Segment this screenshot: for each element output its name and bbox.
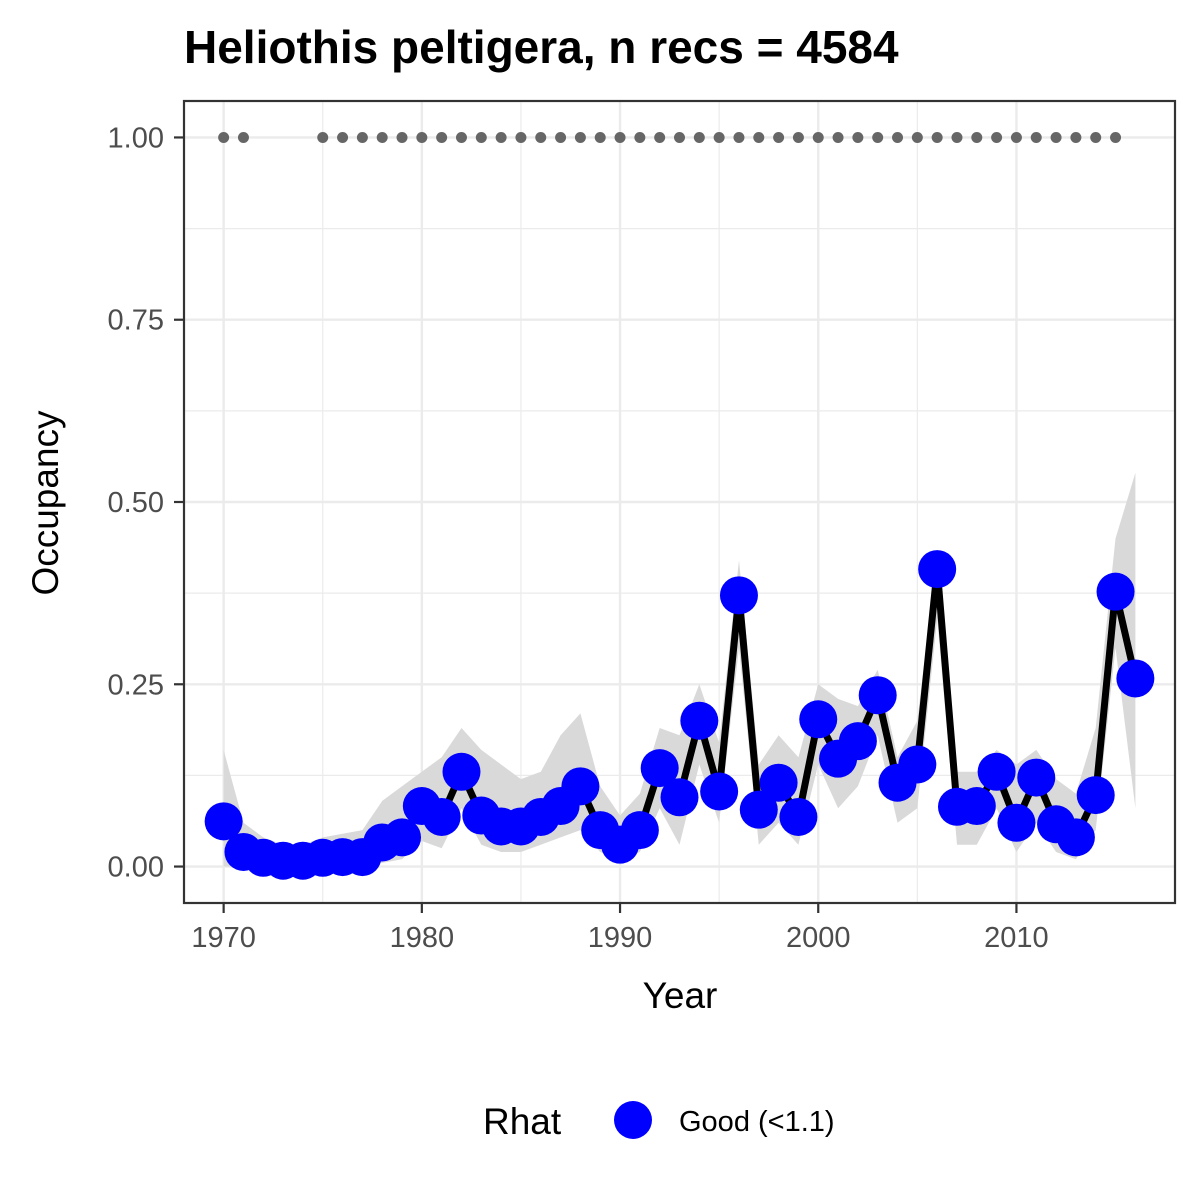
record-dot [1010,131,1022,143]
record-dot [237,131,249,143]
record-dot [574,131,586,143]
data-point [640,749,679,788]
y-tick-label: 0.50 [108,487,164,519]
record-dot [1070,131,1082,143]
record-dot [852,131,864,143]
x-tick-label: 1990 [588,922,653,954]
data-point [997,803,1036,842]
x-tick-label: 2000 [786,922,851,954]
record-dot [792,131,804,143]
record-dot [337,131,349,143]
major-gridlines [184,101,1175,903]
record-dot [674,131,685,143]
data-point [383,818,422,857]
x-axis: 1970 1980 1990 2000 2010 [191,903,1049,954]
data-point [719,576,758,615]
data-point [1017,758,1056,797]
record-dot [535,131,547,143]
record-dot [356,131,368,143]
legend-key-good [614,1101,652,1139]
y-tick-label: 0.25 [108,669,164,701]
x-tick-label: 1980 [390,922,455,954]
record-dot [931,131,943,143]
record-dot [416,131,428,143]
record-dot [1030,131,1042,143]
legend: Rhat Good (<1.1) [483,1101,835,1142]
y-tick-label: 1.00 [108,122,164,154]
record-dot [436,131,448,143]
record-dot [693,131,705,143]
record-dot [892,131,904,143]
x-tick-label: 2010 [984,922,1049,954]
data-point [918,550,957,589]
record-dot [832,131,844,143]
data-point [1076,776,1115,815]
data-point [680,701,719,740]
data-point [1116,659,1155,698]
record-dot [951,131,963,143]
y-tick-label: 0.00 [108,852,164,884]
data-point [1056,818,1095,857]
record-dot [515,131,527,143]
x-axis-title: Year [643,975,718,1016]
data-point [204,802,243,841]
record-dot [634,131,646,143]
data-point [759,763,798,802]
record-dot [911,131,923,143]
record-dot [614,131,626,143]
record-dot [1110,131,1122,143]
record-dot [1090,131,1102,143]
record-dot [594,131,606,143]
record-dot [218,131,230,143]
record-dot [475,131,487,143]
data-point [799,700,838,739]
data-point [957,787,996,826]
record-dot [773,131,785,143]
data-point [838,722,877,761]
data-point [898,745,937,784]
record-dot [317,131,329,143]
record-dot [495,131,507,143]
data-point [1096,572,1135,611]
data-point [779,797,818,836]
data-point [858,676,897,715]
y-axis-title: Occupancy [25,410,66,596]
data-point [660,778,699,817]
legend-label-good: Good (<1.1) [679,1106,835,1138]
data-point [620,811,659,850]
data-point [442,752,481,791]
legend-title: Rhat [483,1101,562,1142]
data-point [739,790,778,829]
data-point [700,772,739,811]
y-tick-label: 0.75 [108,305,164,337]
record-dot [753,131,765,143]
record-year-dots [218,131,1122,143]
x-tick-label: 1970 [191,922,256,954]
data-point [422,797,461,836]
chart-title: Heliothis peltigera, n recs = 4584 [184,21,899,73]
record-dot [713,131,725,143]
data-point [561,767,600,806]
record-dot [812,131,824,143]
record-dot [991,131,1003,143]
occupancy-points [204,550,1155,880]
record-dot [396,131,408,143]
record-dot [555,131,567,143]
data-point [977,752,1016,791]
record-dot [455,131,467,143]
record-dot [733,131,745,143]
record-dot [654,131,666,143]
record-dot [376,131,388,143]
y-axis: 0.00 0.25 0.50 0.75 1.00 [108,122,184,884]
record-dot [971,131,983,143]
record-dot [1050,131,1062,143]
record-dot [872,131,884,143]
